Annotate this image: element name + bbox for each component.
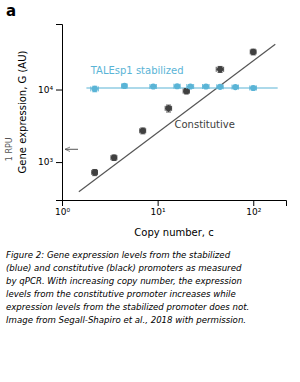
error-bar bbox=[165, 106, 171, 111]
error-bar bbox=[92, 86, 97, 92]
error-bar bbox=[232, 85, 238, 90]
annotation: 1 RPU bbox=[5, 137, 14, 161]
caption-line: (blue) and constitutive (black) promoter… bbox=[6, 263, 242, 273]
axis-line bbox=[56, 25, 63, 201]
error-bar bbox=[218, 66, 223, 72]
tick-label: 10² bbox=[246, 207, 261, 217]
error-bar bbox=[140, 128, 145, 134]
error-bar bbox=[112, 155, 117, 160]
tick: 10³ bbox=[38, 157, 62, 167]
tick-mark bbox=[158, 200, 159, 206]
error-bar bbox=[122, 83, 128, 88]
caption-line: Figure 2: Gene expression levels from th… bbox=[6, 250, 231, 260]
annotation-arrow bbox=[65, 149, 78, 150]
error-bar bbox=[92, 169, 97, 175]
caption: Figure 2: Gene expression levels from th… bbox=[6, 250, 249, 325]
chart: 10⁰ 10¹ 10² 10³ 10⁴ Copy number, c Gene expres… bbox=[0, 0, 300, 382]
error-bar bbox=[111, 155, 117, 160]
series-label: TALEsp1 stabilized bbox=[90, 65, 184, 76]
caption-line: by qPCR. With increasing copy number, th… bbox=[6, 276, 242, 286]
point bbox=[174, 83, 180, 89]
data-marks bbox=[79, 44, 278, 191]
error-bar bbox=[187, 84, 194, 89]
error-bar bbox=[184, 89, 189, 94]
tick-mark bbox=[56, 162, 62, 163]
series bbox=[91, 83, 257, 92]
x-axis-title: Copy number, c bbox=[134, 227, 213, 238]
point bbox=[203, 83, 209, 89]
tick-label: 10¹ bbox=[151, 207, 166, 217]
tick-label: 10⁰ bbox=[55, 207, 70, 217]
tick: 10¹ bbox=[151, 200, 166, 217]
x-axis: 10⁰ 10¹ 10² bbox=[55, 200, 287, 217]
error-bar bbox=[140, 128, 146, 133]
line bbox=[79, 44, 275, 191]
error-bar bbox=[203, 84, 210, 89]
point bbox=[92, 169, 98, 175]
y-axis-title: Gene expression, G (AU) bbox=[17, 51, 28, 174]
error-bar bbox=[92, 170, 98, 175]
tick: 10⁰ bbox=[55, 200, 70, 217]
error-bar bbox=[174, 84, 180, 89]
point bbox=[250, 49, 256, 55]
plot-area: 10⁰ 10¹ 10² 10³ 10⁴ Copy number, c Gene expres… bbox=[5, 25, 287, 239]
axis-line bbox=[63, 201, 287, 207]
point bbox=[250, 85, 256, 91]
error-bar bbox=[250, 49, 256, 54]
error-bar bbox=[91, 86, 99, 91]
tick: 10⁴ bbox=[38, 85, 62, 95]
y-axis: 10³ 10⁴ bbox=[38, 25, 63, 201]
point bbox=[150, 83, 156, 89]
point bbox=[217, 84, 223, 90]
tick-mark bbox=[253, 200, 254, 206]
error-bar bbox=[166, 105, 171, 112]
tick: 10² bbox=[246, 200, 261, 217]
error-bar bbox=[217, 84, 223, 89]
tick-mark bbox=[56, 90, 62, 91]
tick-label: 10⁴ bbox=[38, 85, 53, 95]
error-bar bbox=[150, 84, 156, 89]
point bbox=[121, 83, 127, 89]
point bbox=[187, 83, 193, 89]
series-label: Constitutive bbox=[175, 119, 235, 130]
title: a bbox=[6, 2, 16, 20]
error-bar bbox=[251, 49, 256, 55]
point bbox=[111, 155, 117, 161]
series-labels: Constitutive TALEsp1 stabilized bbox=[90, 65, 235, 130]
point bbox=[140, 128, 146, 134]
tick-label: 10³ bbox=[38, 157, 53, 167]
error-bar bbox=[216, 67, 223, 72]
point bbox=[217, 66, 223, 72]
caption-line: levels from the constitutive promoter in… bbox=[6, 289, 236, 299]
error-bar bbox=[183, 89, 189, 94]
error-bar bbox=[250, 85, 257, 90]
caption-line: expression levels from the stabilized pr… bbox=[6, 302, 249, 312]
point bbox=[92, 86, 98, 92]
line bbox=[86, 87, 277, 88]
caption-line: Image from Segall-Shapiro et al., 2018 w… bbox=[6, 315, 246, 325]
point bbox=[165, 105, 171, 111]
point bbox=[232, 84, 238, 90]
